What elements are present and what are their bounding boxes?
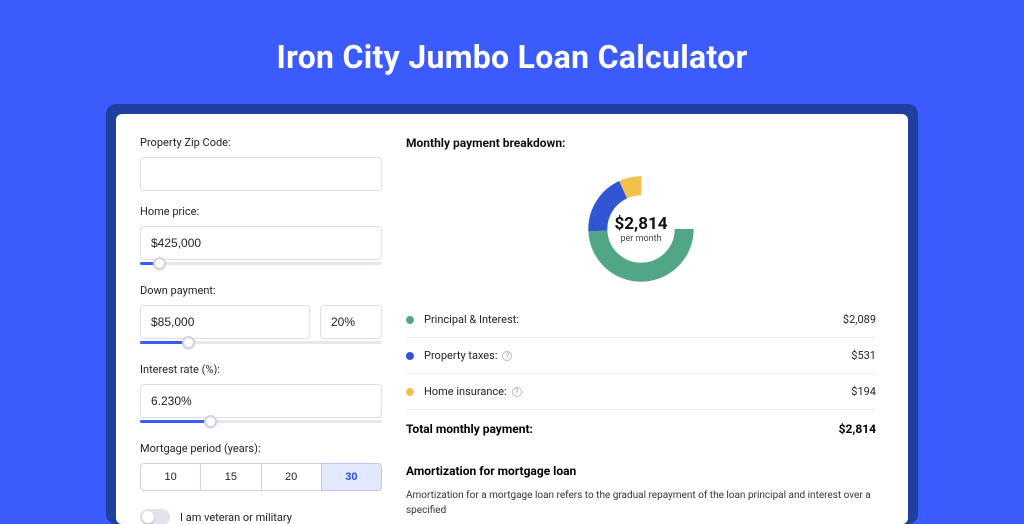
amortization-text: Amortization for a mortgage loan refers … [406,488,876,518]
period-option-10[interactable]: 10 [140,463,201,491]
legend-bullet-icon [406,316,414,324]
period-option-20[interactable]: 20 [261,463,322,491]
interest-rate-slider[interactable] [140,416,382,428]
period-option-30[interactable]: 30 [321,463,382,491]
down-payment-label: Down payment: [140,284,382,297]
interest-rate-label: Interest rate (%): [140,363,382,376]
legend-value: $2,089 [843,313,876,326]
breakdown-title: Monthly payment breakdown: [406,136,876,150]
page-title: Iron City Jumbo Loan Calculator [0,0,1024,76]
donut-chart-wrap: $2,814 per month [406,162,876,304]
down-payment-slider[interactable] [140,337,382,349]
down-payment-pct-input[interactable] [320,305,382,339]
total-row: Total monthly payment: $2,814 [406,412,876,446]
amortization-section: Amortization for mortgage loan Amortizat… [406,464,876,518]
amortization-title: Amortization for mortgage loan [406,464,876,478]
interest-rate-slider-thumb[interactable] [204,415,217,428]
donut-value: $2,814 [615,214,668,234]
veteran-toggle[interactable] [140,509,170,524]
legend-row: Principal & Interest:$2,089 [406,304,876,335]
home-price-slider[interactable] [140,258,382,270]
home-price-input[interactable] [140,226,382,260]
interest-rate-input[interactable] [140,384,382,418]
info-icon[interactable]: ? [502,351,512,361]
legend-label: Home insurance:? [424,385,851,398]
donut-chart: $2,814 per month [584,172,698,286]
home-price-slider-thumb[interactable] [153,257,166,270]
zip-input[interactable] [140,157,382,191]
legend-value: $194 [851,385,876,398]
legend-label: Principal & Interest: [424,313,843,326]
legend-value: $531 [851,349,876,362]
legend-bullet-icon [406,352,414,360]
info-icon[interactable]: ? [512,387,522,397]
home-price-label: Home price: [140,205,382,218]
calculator-panel-outer: Property Zip Code: Home price: Down paym… [106,104,918,524]
mortgage-period-label: Mortgage period (years): [140,442,382,455]
down-payment-amount-input[interactable] [140,305,310,339]
total-label: Total monthly payment: [406,422,839,436]
donut-sublabel: per month [620,234,661,244]
legend-label: Property taxes:? [424,349,851,362]
mortgage-period-group: 10152030 [140,463,382,491]
breakdown-legend: Principal & Interest:$2,089 Property taxe… [406,304,876,407]
down-payment-slider-thumb[interactable] [182,336,195,349]
total-value: $2,814 [839,422,876,436]
breakdown-column: Monthly payment breakdown: $2,814 per mo… [406,114,908,524]
veteran-toggle-label: I am veteran or military [180,511,292,524]
zip-label: Property Zip Code: [140,136,382,149]
legend-bullet-icon [406,388,414,396]
legend-row: Property taxes:?$531 [406,340,876,371]
legend-row: Home insurance:?$194 [406,376,876,407]
period-option-15[interactable]: 15 [200,463,261,491]
calculator-panel: Property Zip Code: Home price: Down paym… [116,114,908,524]
form-column: Property Zip Code: Home price: Down paym… [116,114,406,524]
